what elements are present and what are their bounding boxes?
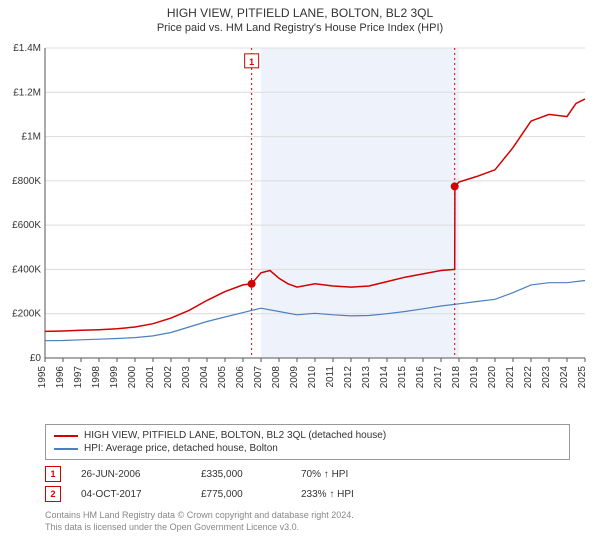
chart-area: £0 £200K £400K £600K £800K £1M £1.2M £1.4M 1995 1… <box>0 38 600 418</box>
svg-text:2008: 2008 <box>271 366 282 389</box>
legend-swatch <box>54 448 78 450</box>
svg-text:2005: 2005 <box>217 366 228 389</box>
legend-item: HPI: Average price, detached house, Bolt… <box>54 442 561 455</box>
attribution-line1: Contains HM Land Registry data © Crown c… <box>45 510 570 522</box>
sale-number-box: 1 <box>45 466 61 482</box>
svg-text:2002: 2002 <box>163 366 174 389</box>
svg-text:2016: 2016 <box>415 366 426 389</box>
legend: HIGH VIEW, PITFIELD LANE, BOLTON, BL2 3Q… <box>45 424 570 460</box>
legend-label: HIGH VIEW, PITFIELD LANE, BOLTON, BL2 3Q… <box>84 430 386 441</box>
sale-price: £775,000 <box>201 489 281 500</box>
svg-text:2007: 2007 <box>253 366 264 389</box>
svg-text:2001: 2001 <box>145 366 156 389</box>
legend-item: HIGH VIEW, PITFIELD LANE, BOLTON, BL2 3Q… <box>54 429 561 442</box>
chart-svg: £0 £200K £400K £600K £800K £1M £1.2M £1.4M 1995 1… <box>0 38 600 418</box>
svg-text:2006: 2006 <box>235 366 246 389</box>
svg-text:2018: 2018 <box>451 366 462 389</box>
svg-text:2023: 2023 <box>541 366 552 389</box>
svg-text:2010: 2010 <box>307 366 318 389</box>
svg-text:2015: 2015 <box>397 366 408 389</box>
svg-text:1998: 1998 <box>91 366 102 389</box>
svg-text:2021: 2021 <box>505 366 516 389</box>
svg-text:£0: £0 <box>30 353 42 364</box>
svg-text:2020: 2020 <box>487 366 498 389</box>
svg-text:2019: 2019 <box>469 366 480 389</box>
svg-text:2011: 2011 <box>325 366 336 388</box>
svg-text:2000: 2000 <box>127 366 138 389</box>
svg-text:2003: 2003 <box>181 366 192 389</box>
svg-text:£200K: £200K <box>12 309 41 320</box>
sale-date: 26-JUN-2006 <box>81 469 181 480</box>
svg-text:2012: 2012 <box>343 366 354 389</box>
sale-row: 2 04-OCT-2017 £775,000 233% ↑ HPI <box>45 484 570 504</box>
svg-text:2004: 2004 <box>199 366 210 389</box>
svg-text:£800K: £800K <box>12 176 41 187</box>
svg-text:£400K: £400K <box>12 264 41 275</box>
svg-text:2024: 2024 <box>559 366 570 389</box>
sale-date: 04-OCT-2017 <box>81 489 181 500</box>
svg-text:2013: 2013 <box>361 366 372 389</box>
svg-text:£1.4M: £1.4M <box>13 43 41 54</box>
svg-text:1996: 1996 <box>55 366 66 389</box>
sales-table: 1 26-JUN-2006 £335,000 70% ↑ HPI 2 04-OCT-201… <box>45 464 570 504</box>
legend-swatch <box>54 435 78 437</box>
svg-text:1: 1 <box>249 57 254 67</box>
svg-text:£1M: £1M <box>22 132 41 143</box>
attribution-line2: This data is licensed under the Open Gov… <box>45 522 570 534</box>
sale-hpi: 70% ↑ HPI <box>301 469 391 480</box>
chart-subtitle: Price paid vs. HM Land Registry's House … <box>0 20 600 38</box>
svg-text:2022: 2022 <box>523 366 534 389</box>
svg-text:£600K: £600K <box>12 220 41 231</box>
svg-text:2025: 2025 <box>577 366 588 389</box>
chart-title: HIGH VIEW, PITFIELD LANE, BOLTON, BL2 3Q… <box>0 0 600 20</box>
svg-text:1999: 1999 <box>109 366 120 389</box>
svg-text:2009: 2009 <box>289 366 300 389</box>
svg-text:£1.2M: £1.2M <box>13 87 41 98</box>
attribution: Contains HM Land Registry data © Crown c… <box>45 510 570 533</box>
svg-text:2014: 2014 <box>379 366 390 389</box>
legend-label: HPI: Average price, detached house, Bolt… <box>84 443 278 454</box>
svg-text:2017: 2017 <box>433 366 444 389</box>
sale-hpi: 233% ↑ HPI <box>301 489 391 500</box>
svg-text:1997: 1997 <box>73 366 84 389</box>
svg-text:1995: 1995 <box>37 366 48 389</box>
sale-price: £335,000 <box>201 469 281 480</box>
sale-row: 1 26-JUN-2006 £335,000 70% ↑ HPI <box>45 464 570 484</box>
sale-number-box: 2 <box>45 486 61 502</box>
